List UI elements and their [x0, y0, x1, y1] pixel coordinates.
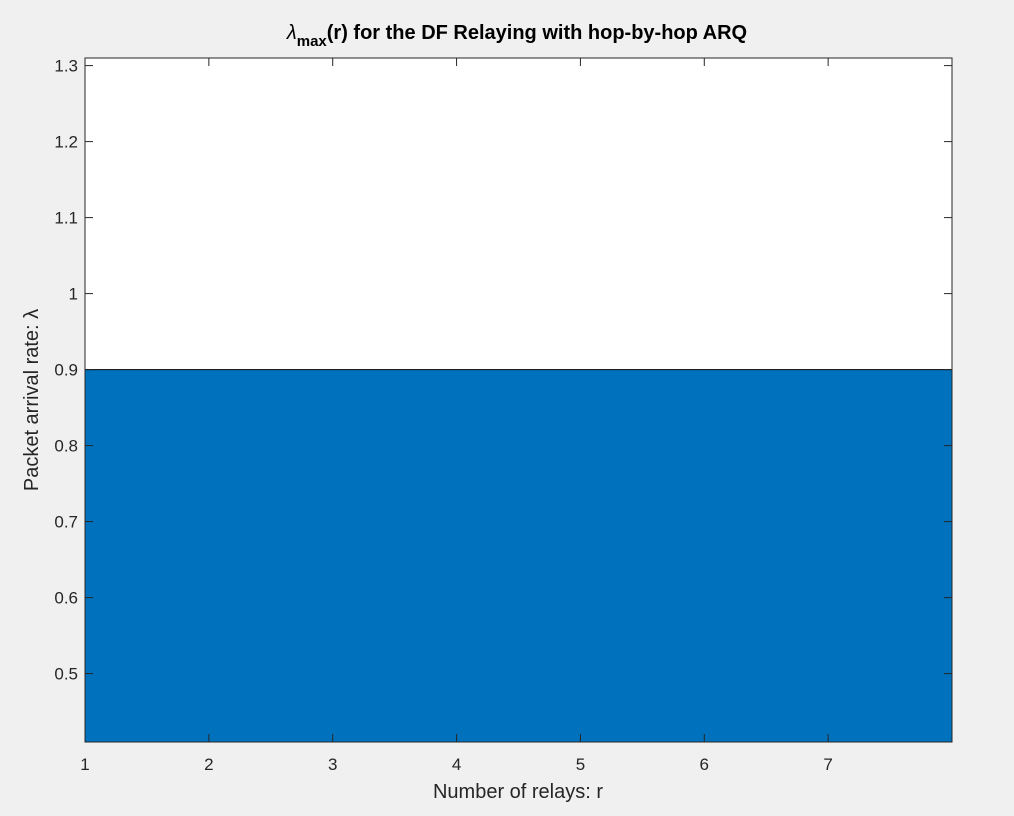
axes-box [84, 57, 953, 743]
title-subscript: max [297, 33, 328, 50]
area-series-0 [84, 369, 953, 743]
series-layer [84, 369, 953, 743]
y-tick-label-0: 0.5 [54, 665, 78, 684]
title-symbol: λ [286, 22, 297, 44]
y-tick-label-3: 0.8 [54, 437, 78, 456]
y-tick-label-8: 1.3 [54, 57, 78, 76]
x-tick-label-6: 7 [823, 755, 832, 774]
x-tick-label-1: 2 [204, 755, 213, 774]
y-tick-label-7: 1.2 [54, 133, 78, 152]
chart-title: λmax(r) for the DF Relaying with hop-by-… [286, 22, 747, 50]
x-axis-label: Number of relays: r [433, 781, 603, 803]
x-tick-label-0: 1 [80, 755, 89, 774]
x-tick-label-5: 6 [700, 755, 709, 774]
y-tick-label-5: 1 [69, 285, 78, 304]
title-rest: (r) for the DF Relaying with hop-by-hop … [327, 22, 747, 44]
y-tick-label-1: 0.6 [54, 589, 78, 608]
ticks-layer: 1 2 3 4 5 6 7 0.5 0.6 0.7 0.8 0.9 1 1.1 1.2 1.3 [54, 57, 952, 774]
x-tick-label-3: 4 [452, 755, 461, 774]
y-tick-label-2: 0.7 [54, 513, 78, 532]
y-tick-label-6: 1.1 [54, 209, 78, 228]
y-tick-label-4: 0.9 [54, 361, 78, 380]
x-tick-label-2: 3 [328, 755, 337, 774]
x-tick-label-4: 5 [576, 755, 585, 774]
y-axis-label: Packet arrival rate: λ [21, 309, 43, 491]
